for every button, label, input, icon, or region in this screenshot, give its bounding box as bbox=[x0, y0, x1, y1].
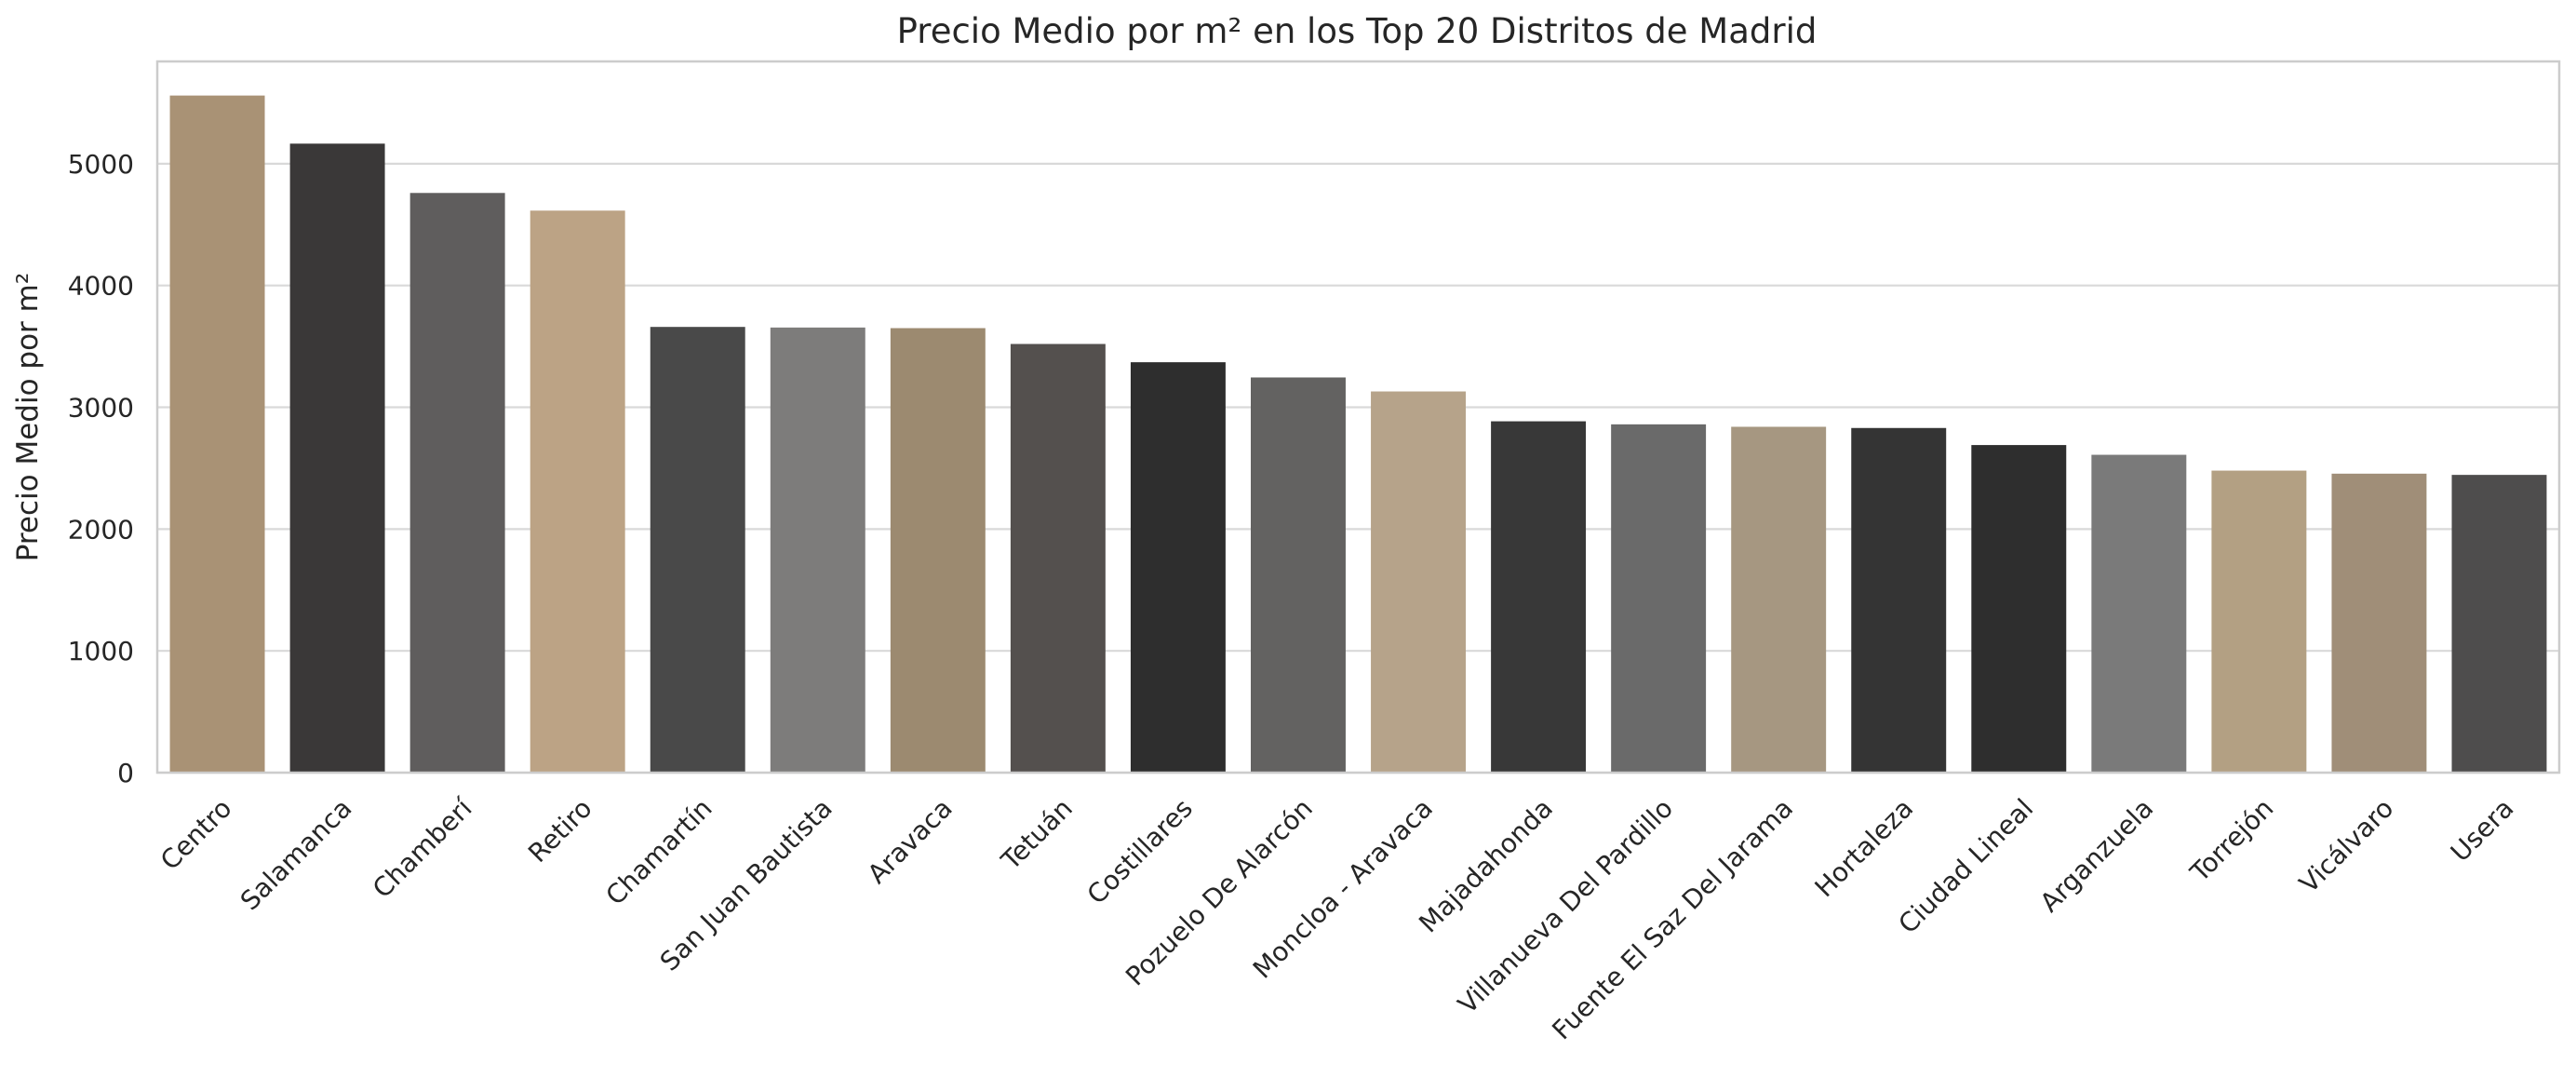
bar bbox=[770, 327, 865, 773]
bar bbox=[1731, 426, 1827, 773]
y-tick-label: 1000 bbox=[68, 636, 134, 667]
plot-frame bbox=[155, 60, 2561, 774]
y-tick-label: 5000 bbox=[68, 149, 134, 180]
bar bbox=[1371, 391, 1466, 773]
bar bbox=[890, 328, 986, 773]
bar bbox=[1491, 421, 1587, 773]
bar bbox=[1010, 343, 1106, 773]
bar bbox=[1851, 427, 1947, 773]
y-axis-label: Precio Medio por m² bbox=[11, 273, 45, 562]
chart-title: Precio Medio por m² en los Top 20 Distri… bbox=[897, 11, 1818, 51]
bar bbox=[650, 327, 745, 773]
bar bbox=[2211, 470, 2307, 773]
bar bbox=[2451, 475, 2547, 773]
bar bbox=[1971, 445, 2067, 773]
bar bbox=[409, 193, 505, 774]
bar bbox=[1130, 362, 1226, 773]
y-tick-label: 4000 bbox=[68, 271, 134, 302]
bar bbox=[1611, 424, 1707, 773]
bar bbox=[289, 143, 385, 773]
bar bbox=[2331, 473, 2427, 773]
bar bbox=[530, 210, 625, 774]
bar bbox=[1251, 377, 1346, 773]
y-tick-label: 3000 bbox=[68, 393, 134, 424]
y-tick-label: 2000 bbox=[68, 514, 134, 545]
bar bbox=[169, 95, 265, 774]
y-tick-label: 0 bbox=[117, 758, 134, 788]
bar bbox=[2091, 454, 2187, 773]
